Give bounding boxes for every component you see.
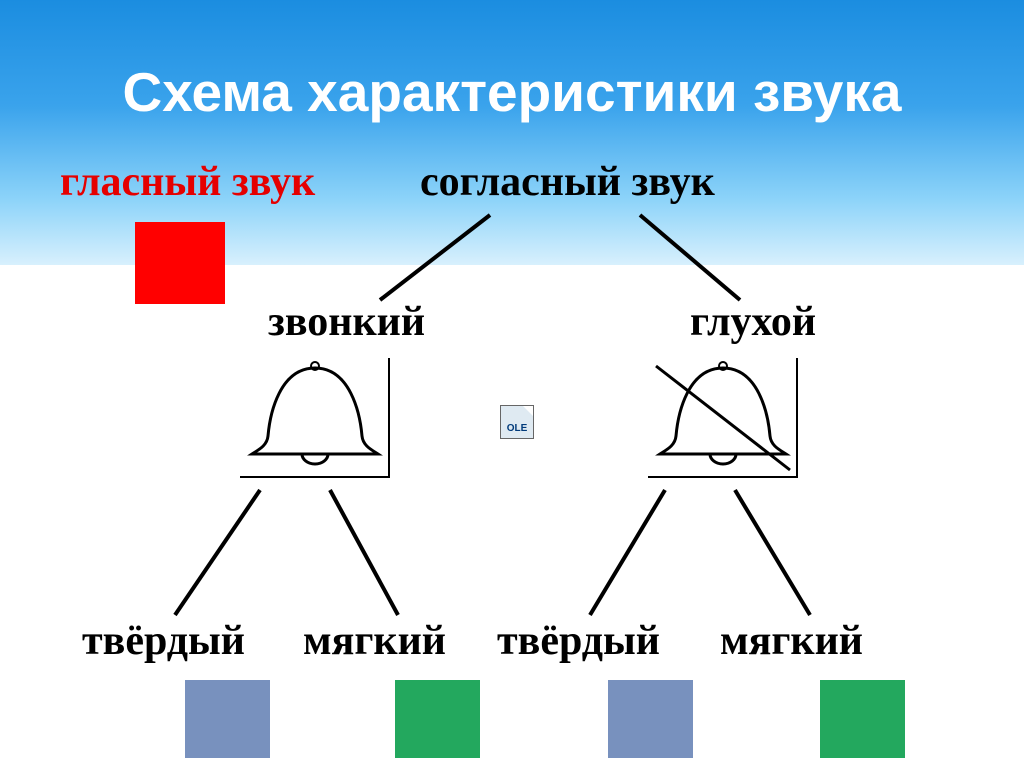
soft-color-square-1: [395, 680, 480, 758]
soft-label-2: мягкий: [720, 617, 863, 665]
vowel-color-square: [135, 222, 225, 304]
hard-color-square-2: [608, 680, 693, 758]
soft-color-square-2: [820, 680, 905, 758]
bell-voiced-box: [240, 358, 390, 478]
ole-placeholder-icon: OLE: [500, 405, 534, 439]
bell-crossed-icon: [648, 358, 798, 478]
hard-label-2: твёрдый: [497, 617, 660, 665]
hard-label-1: твёрдый: [82, 617, 245, 665]
bell-voiceless-box: [648, 358, 798, 478]
consonant-label: согласный звук: [420, 158, 715, 206]
hard-color-square-1: [185, 680, 270, 758]
bell-icon: [240, 358, 390, 478]
vowel-label: гласный звук: [60, 158, 315, 206]
voiceless-label: глухой: [690, 298, 816, 346]
page-title: Схема характеристики звука: [0, 60, 1024, 124]
voiced-label: звонкий: [268, 298, 425, 346]
soft-label-1: мягкий: [303, 617, 446, 665]
